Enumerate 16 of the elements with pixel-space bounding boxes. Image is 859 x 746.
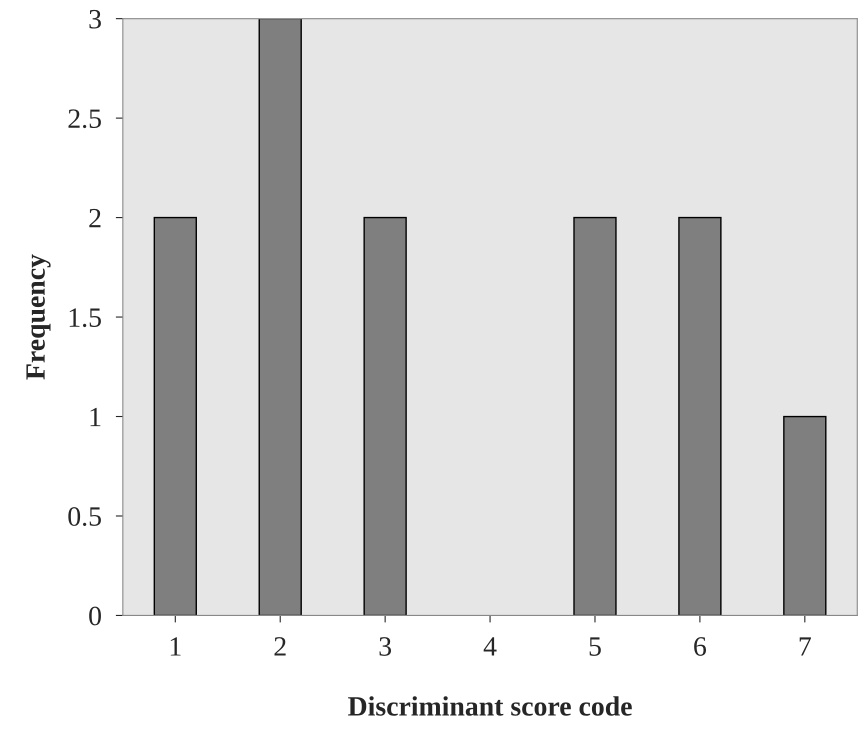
y-axis-title: Frequency <box>26 254 51 380</box>
y-tick-label: 0 <box>89 606 101 626</box>
x-tick-label: 7 <box>800 637 811 656</box>
y-tick-label: 3 <box>89 10 101 29</box>
x-tick-label: 6 <box>694 637 706 656</box>
y-tick-label: 1.5 <box>70 308 101 328</box>
y-tick-label: 2 <box>89 208 100 228</box>
x-axis-title: Discriminant score code <box>348 696 632 716</box>
y-tick-label: 0.5 <box>68 507 101 526</box>
y-tick-label: 1 <box>90 408 100 426</box>
x-tick-label: 3 <box>380 637 391 656</box>
x-tick-label: 5 <box>590 637 601 656</box>
x-tick-label: 2 <box>274 637 286 656</box>
x-tick-label: 4 <box>484 637 497 656</box>
y-tick-label: 2.5 <box>68 109 101 128</box>
x-tick-label: 1 <box>170 637 181 656</box>
